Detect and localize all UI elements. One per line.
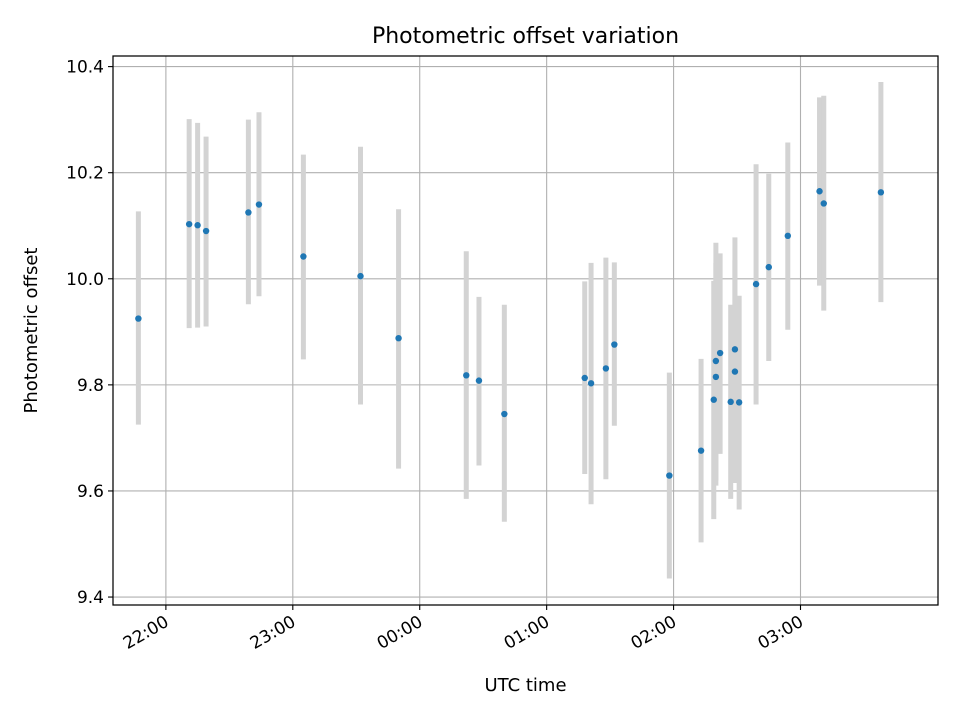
data-point bbox=[135, 315, 142, 322]
y-tick-label: 10.4 bbox=[66, 58, 104, 78]
data-point bbox=[735, 399, 743, 406]
data-point bbox=[395, 334, 402, 342]
y-tick-label: 9.8 bbox=[77, 376, 104, 396]
data-point bbox=[587, 380, 595, 387]
data-point bbox=[611, 341, 618, 348]
data-points bbox=[135, 188, 885, 479]
data-point bbox=[581, 374, 588, 382]
data-point bbox=[727, 398, 734, 406]
data-point bbox=[194, 222, 201, 229]
data-point bbox=[255, 201, 263, 208]
data-point bbox=[820, 200, 827, 207]
data-point bbox=[202, 227, 210, 235]
data-point bbox=[300, 253, 307, 260]
plot-frame bbox=[112, 55, 939, 606]
data-point bbox=[712, 373, 720, 381]
chart-title: Photometric offset variation bbox=[372, 24, 679, 49]
data-point bbox=[784, 232, 792, 240]
data-point bbox=[697, 447, 705, 454]
y-tick-label: 10.2 bbox=[66, 164, 104, 184]
y-tick-label: 9.6 bbox=[77, 482, 104, 502]
data-point bbox=[816, 188, 823, 195]
data-point bbox=[666, 472, 673, 479]
y-tick-label: 9.4 bbox=[77, 588, 104, 608]
data-point bbox=[731, 346, 739, 353]
data-point bbox=[752, 280, 760, 288]
data-point bbox=[245, 209, 252, 216]
data-point bbox=[877, 189, 885, 196]
grid bbox=[113, 56, 938, 605]
data-point bbox=[602, 365, 610, 372]
x-axis-label: UTC time bbox=[484, 675, 566, 696]
data-point bbox=[716, 349, 724, 357]
axis-ticks: 22:00 23:00 00:00 01:00 02:00 03:009.49.69.81… bbox=[66, 58, 807, 654]
data-point bbox=[710, 396, 717, 403]
data-point bbox=[475, 377, 483, 384]
data-point bbox=[712, 357, 720, 365]
y-tick-label: 10.0 bbox=[66, 270, 104, 290]
data-point bbox=[357, 272, 364, 280]
data-point bbox=[185, 220, 193, 228]
data-point bbox=[463, 372, 470, 379]
data-point bbox=[731, 368, 739, 375]
data-point bbox=[765, 263, 772, 271]
data-point bbox=[501, 410, 508, 418]
y-axis-label: Photometric offset bbox=[21, 248, 42, 414]
